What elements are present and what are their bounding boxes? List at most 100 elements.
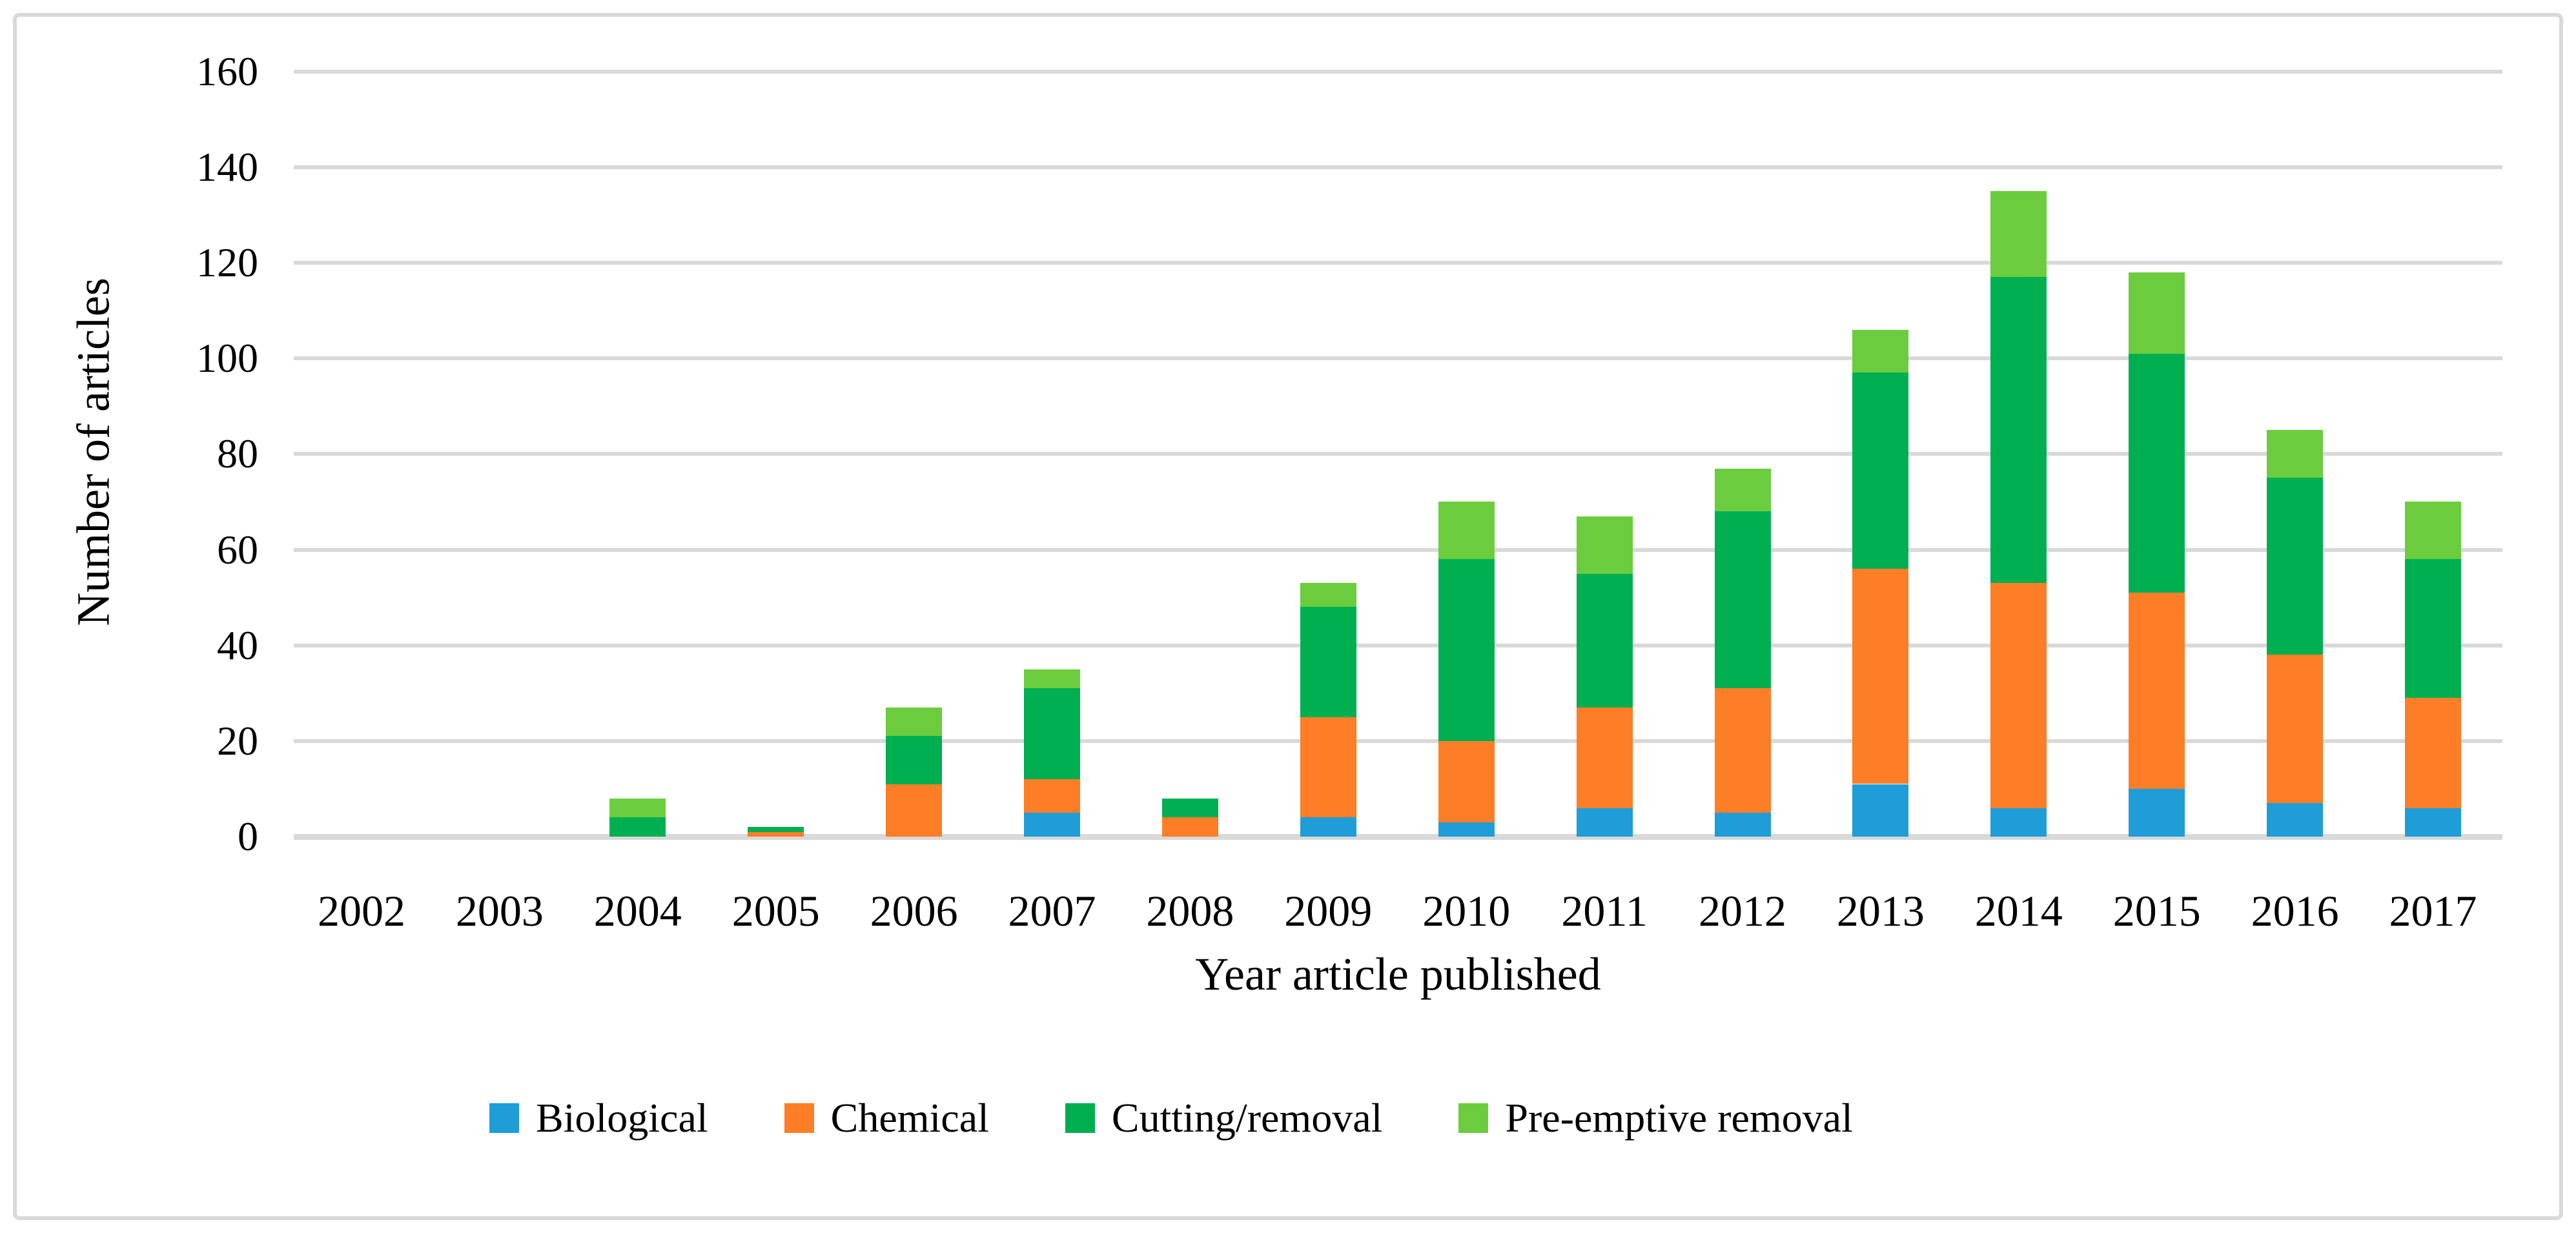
x-tick-label-2011: 2011 [1561, 886, 1648, 935]
bar-segment-chemical-2005 [748, 831, 804, 837]
bar-segment-pre-emptive-removal-2007 [1024, 669, 1080, 689]
bar-segment-pre-emptive-removal-2011 [1576, 516, 1633, 574]
y-tick-label: 20 [217, 717, 258, 764]
gridline [294, 547, 2502, 552]
y-tick-label: 140 [196, 143, 258, 190]
bar-segment-pre-emptive-removal-2004 [609, 798, 666, 818]
legend-swatch-icon [489, 1103, 519, 1133]
x-tick-label-2005: 2005 [731, 886, 820, 935]
x-tick-label-2002: 2002 [318, 886, 405, 935]
legend-label: Biological [536, 1095, 708, 1141]
bar-segment-chemical-2008 [1161, 817, 1218, 837]
x-tick-label-2017: 2017 [2389, 886, 2477, 935]
bar-segment-biological-2017 [2405, 808, 2461, 837]
bar-segment-cutting-removal-2004 [609, 817, 666, 837]
bar-segment-pre-emptive-removal-2014 [1990, 190, 2047, 278]
bar-segment-pre-emptive-removal-2017 [2405, 502, 2461, 560]
x-tick-label-2010: 2010 [1422, 886, 1511, 935]
bar-segment-pre-emptive-removal-2016 [2267, 430, 2324, 478]
bar-segment-biological-2014 [1990, 808, 2047, 837]
y-axis-title: Number of articles [67, 278, 119, 626]
bar-segment-biological-2016 [2267, 803, 2324, 837]
gridline [294, 261, 2502, 265]
bar-segment-cutting-removal-2009 [1300, 607, 1356, 717]
bar-segment-chemical-2011 [1576, 707, 1633, 808]
legend-item-cutting-removal: Cutting/removal [1065, 1094, 1383, 1142]
y-tick-label: 80 [217, 431, 258, 477]
x-tick-label-2006: 2006 [870, 886, 958, 935]
y-tick-label: 120 [196, 239, 258, 285]
bar-segment-chemical-2009 [1300, 717, 1356, 818]
y-tick-label: 0 [238, 813, 258, 859]
legend-item-chemical: Chemical [784, 1094, 989, 1142]
bar-segment-pre-emptive-removal-2006 [886, 707, 943, 737]
x-tick-label-2012: 2012 [1699, 886, 1786, 935]
x-tick-label-2014: 2014 [1974, 886, 2063, 935]
bar-segment-chemical-2015 [2129, 593, 2185, 789]
bar-segment-chemical-2013 [1852, 569, 1909, 784]
legend-item-biological: Biological [489, 1094, 708, 1142]
x-tick-label-2003: 2003 [455, 886, 544, 935]
legend-swatch-icon [1065, 1103, 1095, 1133]
legend-label: Chemical [830, 1095, 989, 1141]
x-tick-label-2013: 2013 [1836, 886, 1925, 935]
x-tick-label-2008: 2008 [1146, 886, 1234, 935]
bar-segment-cutting-removal-2006 [886, 736, 943, 784]
bar-segment-cutting-removal-2011 [1576, 573, 1633, 708]
bar-segment-cutting-removal-2012 [1714, 511, 1771, 689]
bar-segment-chemical-2006 [886, 784, 943, 837]
legend-label: Pre-emptive removal [1505, 1095, 1853, 1141]
legend: Biological Chemical Cutting/removal Pre-emp… [489, 1094, 1853, 1142]
bar-segment-chemical-2016 [2267, 655, 2324, 804]
y-tick-label: 40 [217, 622, 258, 668]
x-axis-line [294, 833, 2502, 840]
x-tick-label-2004: 2004 [593, 886, 682, 935]
gridline [294, 643, 2502, 647]
bar-segment-cutting-removal-2005 [748, 827, 804, 832]
legend-swatch-icon [1458, 1103, 1489, 1133]
bar-segment-chemical-2017 [2405, 698, 2461, 808]
bar-segment-chemical-2012 [1714, 688, 1771, 813]
bar-segment-pre-emptive-removal-2012 [1714, 468, 1771, 512]
gridline [294, 69, 2502, 74]
legend-label: Cutting/removal [1111, 1095, 1383, 1141]
gridline [294, 165, 2502, 169]
x-tick-label-2016: 2016 [2251, 886, 2339, 935]
y-tick-label: 60 [217, 526, 258, 573]
bar-segment-biological-2009 [1300, 817, 1356, 837]
bar-segment-biological-2012 [1714, 812, 1771, 837]
bar-segment-cutting-removal-2015 [2129, 353, 2185, 593]
bar-segment-cutting-removal-2016 [2267, 478, 2324, 655]
bar-segment-pre-emptive-removal-2009 [1300, 583, 1356, 607]
y-tick-label: 160 [196, 48, 258, 94]
bar-segment-pre-emptive-removal-2015 [2129, 272, 2185, 354]
bar-segment-cutting-removal-2010 [1438, 559, 1495, 741]
x-axis-title: Year article published [1195, 948, 1601, 1000]
gridline [294, 356, 2502, 361]
bar-segment-biological-2007 [1024, 812, 1080, 837]
gridline [294, 452, 2502, 456]
gridline [294, 739, 2502, 743]
bar-segment-pre-emptive-removal-2013 [1852, 329, 1909, 373]
bar-segment-biological-2011 [1576, 808, 1633, 837]
bar-segment-chemical-2007 [1024, 779, 1080, 813]
bar-segment-pre-emptive-removal-2010 [1438, 502, 1495, 560]
legend-item-pre-emptive-removal: Pre-emptive removal [1458, 1094, 1853, 1142]
bar-segment-biological-2015 [2129, 788, 2185, 837]
bar-segment-biological-2010 [1438, 822, 1495, 837]
x-tick-label-2009: 2009 [1284, 886, 1373, 935]
bar-segment-cutting-removal-2008 [1161, 798, 1218, 818]
bar-segment-biological-2013 [1852, 784, 1909, 837]
bar-segment-chemical-2014 [1990, 583, 2047, 808]
bar-segment-cutting-removal-2013 [1852, 372, 1909, 569]
y-tick-label: 100 [196, 335, 258, 382]
bar-segment-cutting-removal-2007 [1024, 688, 1080, 780]
x-tick-label-2007: 2007 [1008, 886, 1096, 935]
bar-segment-cutting-removal-2017 [2405, 559, 2461, 698]
legend-swatch-icon [784, 1103, 814, 1133]
bar-segment-chemical-2010 [1438, 740, 1495, 822]
figure-border [13, 13, 2563, 1220]
bar-segment-cutting-removal-2014 [1990, 277, 2047, 584]
x-tick-label-2015: 2015 [2112, 886, 2201, 935]
